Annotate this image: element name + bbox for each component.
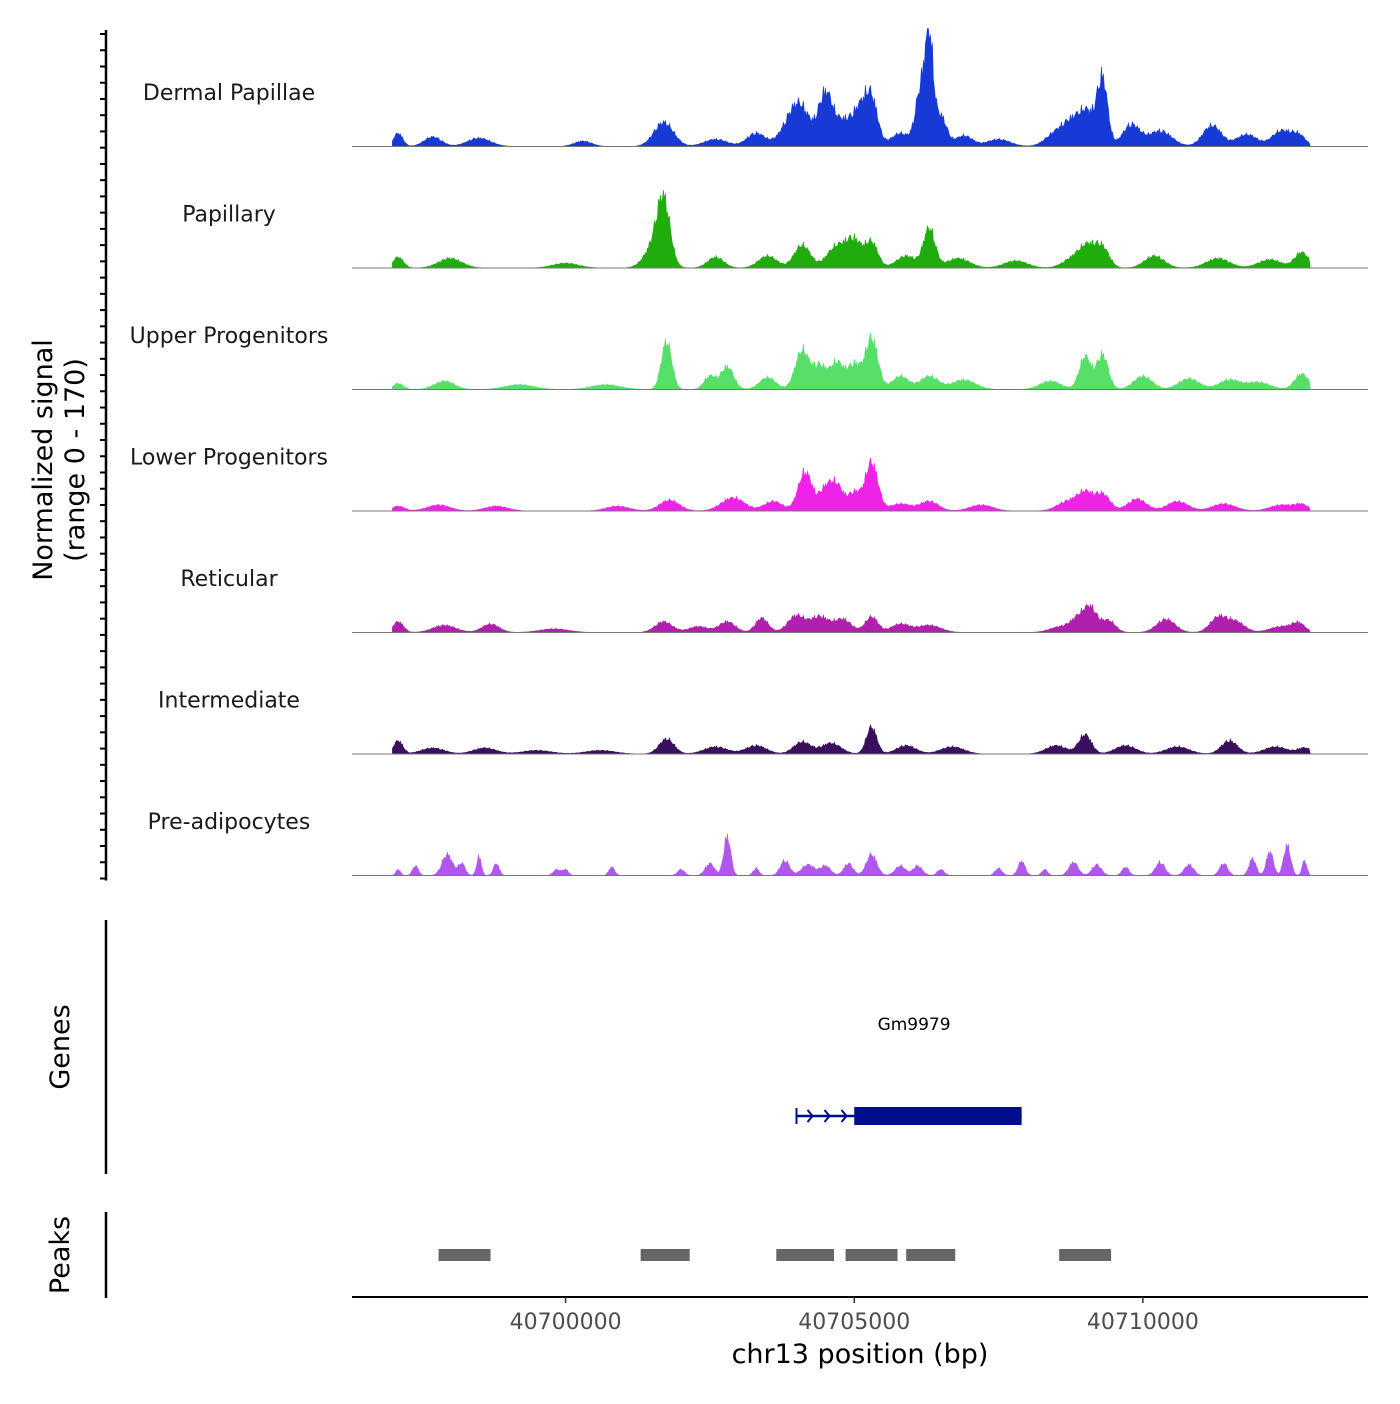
coverage-area (392, 603, 1311, 633)
gene-name-label: Gm9979 (878, 1015, 951, 1035)
y-axis-title: Normalized signal (28, 339, 59, 581)
coverage-area (392, 28, 1311, 147)
genes-track: Gm9979 (795, 1015, 1022, 1125)
x-tick-label: 40700000 (510, 1310, 622, 1335)
coverage-area (392, 189, 1311, 269)
strand-arrow (823, 1109, 831, 1123)
x-tick-label: 40705000 (798, 1310, 910, 1335)
coverage-track: Pre-adipocytes (148, 810, 1368, 876)
peak-region (1059, 1249, 1112, 1261)
strand-arrow (840, 1109, 848, 1123)
coverage-tracks: Dermal Papillae Papillary Upper Progenitor… (130, 28, 1368, 876)
coverage-track: Papillary (182, 189, 1368, 269)
coverage-area (392, 332, 1311, 390)
gene-exon (854, 1107, 1022, 1125)
coverage-track: Lower Progenitors (130, 446, 1368, 512)
coverage-area (392, 723, 1311, 755)
x-axis-ticks: 40700000 40705000 40710000 (510, 1297, 1199, 1335)
coverage-area (392, 833, 1311, 876)
genes-title: Genes (45, 1004, 76, 1089)
track-label: Upper Progenitors (130, 324, 329, 349)
track-label: Intermediate (158, 689, 300, 714)
peaks-track (438, 1249, 1112, 1261)
coverage-track: Upper Progenitors (130, 324, 1368, 390)
track-label: Dermal Papillae (143, 81, 315, 106)
coverage-area (392, 457, 1311, 512)
track-label: Reticular (180, 567, 278, 592)
peak-region (438, 1249, 491, 1261)
peaks-title: Peaks (45, 1216, 76, 1294)
track-label: Papillary (182, 203, 276, 228)
x-axis-title: chr13 position (bp) (732, 1339, 989, 1370)
peak-region (906, 1249, 956, 1261)
coverage-track: Dermal Papillae (143, 28, 1368, 147)
peak-region (640, 1249, 690, 1261)
coverage-track: Reticular (180, 567, 1368, 633)
strand-arrow (806, 1109, 814, 1123)
x-tick-label: 40710000 (1087, 1310, 1199, 1335)
track-label: Lower Progenitors (130, 446, 328, 471)
y-axis-subtitle: (range 0 - 170) (60, 358, 91, 562)
gene-model: Gm9979 (795, 1015, 1022, 1125)
peak-region (776, 1249, 835, 1261)
coverage-track: Intermediate (158, 689, 1368, 755)
peak-region (845, 1249, 898, 1261)
signal-axis (100, 30, 108, 881)
track-label: Pre-adipocytes (148, 810, 311, 835)
